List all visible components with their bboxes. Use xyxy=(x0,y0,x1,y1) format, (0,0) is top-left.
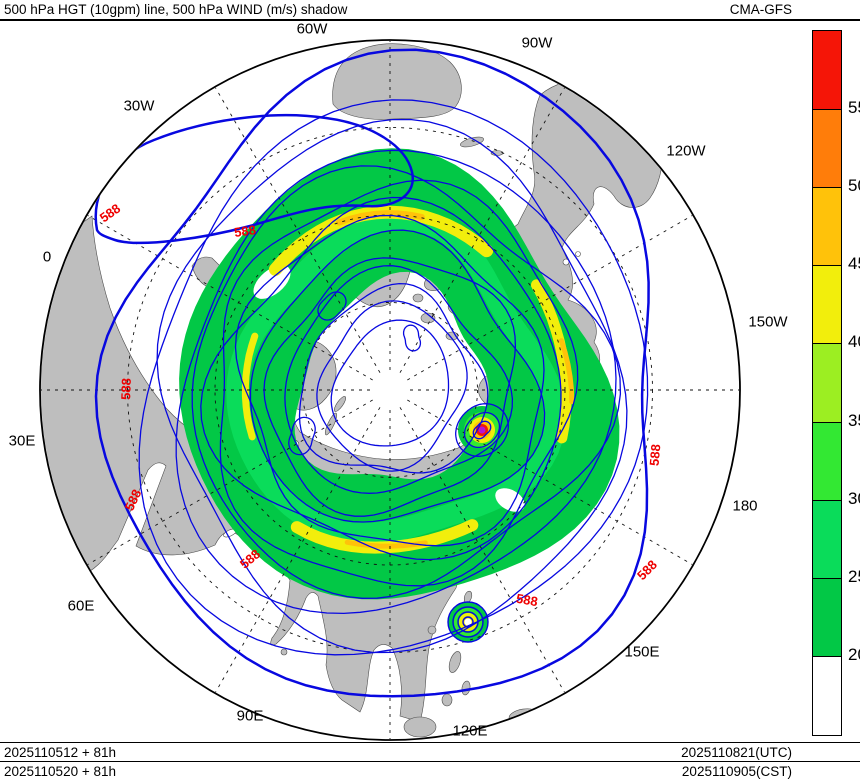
meridian-line xyxy=(407,399,694,566)
closed-low xyxy=(288,416,316,456)
landmass xyxy=(441,693,453,707)
contour-value-label: 588 xyxy=(646,443,664,467)
contour-value-label: 588 xyxy=(118,377,134,401)
longitude-label: 30E xyxy=(8,432,36,450)
height-contour xyxy=(316,300,468,472)
jet-streak-orange xyxy=(558,338,575,405)
height-contour xyxy=(298,282,489,474)
map-boundary xyxy=(39,39,741,741)
jet-streak-orange xyxy=(344,539,428,549)
contour-588-loop xyxy=(94,114,415,245)
header-rule xyxy=(0,19,860,21)
longitude-label: 0 xyxy=(42,248,52,266)
longitude-label: 60W xyxy=(296,20,328,38)
colorbar-tick-label: 50 xyxy=(848,176,860,196)
typhoon-eye xyxy=(464,618,472,626)
height-contour xyxy=(191,165,622,599)
height-contour xyxy=(234,214,545,547)
landmass xyxy=(332,43,462,120)
typhoon-contour xyxy=(457,611,479,633)
longitude-label: 150E xyxy=(624,643,660,661)
height-contours xyxy=(94,48,650,698)
colorbar-segment xyxy=(813,265,841,344)
colorbar-tick-label: 35 xyxy=(848,410,860,430)
longitude-label: 90E xyxy=(236,707,264,725)
init-time-utc: 2025110512 + 81h xyxy=(4,745,116,760)
valid-time-utc: 2025110821(UTC) xyxy=(681,745,792,760)
deep-low-contour xyxy=(455,403,509,457)
colorbar-tick-label: 40 xyxy=(848,332,860,352)
calm-gap xyxy=(253,265,291,299)
closed-low xyxy=(317,291,347,321)
colorbar-segment xyxy=(813,655,841,734)
height-contour xyxy=(249,229,546,523)
great-lake xyxy=(575,251,581,257)
deep-low-contour xyxy=(463,411,501,449)
height-contour xyxy=(94,48,650,698)
longitude-label: 30W xyxy=(123,97,155,115)
longitude-label: 60E xyxy=(67,597,95,615)
model-name: CMA-GFS xyxy=(729,2,792,17)
longitude-label: 120E xyxy=(452,722,488,740)
meridian-line xyxy=(399,407,566,694)
height-contour xyxy=(284,265,514,494)
colorbar-tick-label: 25 xyxy=(848,566,860,586)
height-contour xyxy=(330,319,450,447)
jet-streak-yellow xyxy=(241,332,259,441)
height-contour xyxy=(200,196,562,561)
jet-core-purple xyxy=(478,426,486,434)
height-contour xyxy=(263,257,517,517)
colorbar-segment xyxy=(813,31,841,110)
height-contour xyxy=(175,149,617,615)
longitude-label: 180 xyxy=(732,497,758,515)
colorbar-segment xyxy=(813,109,841,188)
colorbar xyxy=(812,30,842,736)
jet-streak-yellow xyxy=(531,279,572,444)
footer-rule-2 xyxy=(0,761,860,762)
contour-value-label: 588 xyxy=(233,222,257,240)
typhoon-contour xyxy=(447,601,489,643)
deep-low-contour xyxy=(472,420,492,440)
height-contour xyxy=(156,118,628,654)
landmass xyxy=(403,716,437,738)
colorbar-segment xyxy=(813,499,841,578)
colorbar-tick-label: 20 xyxy=(848,644,860,664)
landmass xyxy=(280,648,288,656)
colorbar-tick-label: 30 xyxy=(848,488,860,508)
typhoon-contour xyxy=(462,616,474,628)
jet-streak-orange xyxy=(335,210,425,226)
colorbar-segment xyxy=(813,421,841,500)
longitude-label: 120W xyxy=(666,142,706,160)
page-title: 500 hPa HGT (10gpm) line, 500 hPa WIND (… xyxy=(4,2,348,17)
colorbar-tick-label: 45 xyxy=(848,254,860,274)
colorbar-tick-label: 55 xyxy=(848,98,860,118)
valid-time-cst: 2025110905(CST) xyxy=(681,764,792,779)
closed-low xyxy=(402,324,422,352)
colorbar-segment xyxy=(813,577,841,656)
landmass xyxy=(448,651,462,673)
footer-rule-1 xyxy=(0,742,860,743)
colorbar-segment xyxy=(813,187,841,266)
longitude-label: 150W xyxy=(748,313,788,331)
latitude-circle xyxy=(127,127,653,653)
landmass xyxy=(427,625,437,635)
longitude-label: 90W xyxy=(521,34,553,52)
landmass xyxy=(412,293,424,303)
landmass xyxy=(333,396,347,412)
typhoon-contour xyxy=(452,606,484,638)
colorbar-segment xyxy=(813,343,841,422)
height-contour xyxy=(138,99,649,656)
height-contour xyxy=(219,179,579,587)
wind-band-green-light xyxy=(226,207,566,545)
landmass xyxy=(420,312,436,324)
init-time-cst: 2025110520 + 81h xyxy=(4,764,116,779)
